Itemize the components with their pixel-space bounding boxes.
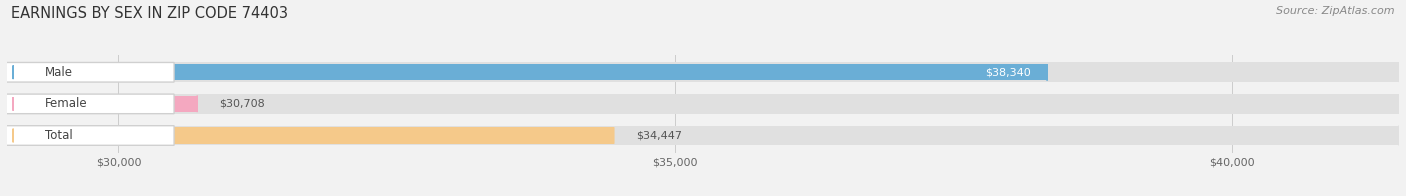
FancyBboxPatch shape (0, 63, 174, 82)
Text: Total: Total (45, 129, 73, 142)
Bar (7, 96, 197, 112)
FancyBboxPatch shape (0, 94, 174, 114)
Bar (7, 64, 1047, 81)
Bar (7, 127, 613, 144)
Bar (7, 94, 1399, 114)
Text: Source: ZipAtlas.com: Source: ZipAtlas.com (1277, 6, 1395, 16)
Text: EARNINGS BY SEX IN ZIP CODE 74403: EARNINGS BY SEX IN ZIP CODE 74403 (11, 6, 288, 21)
Text: Male: Male (45, 66, 73, 79)
Text: $38,340: $38,340 (984, 67, 1031, 77)
Bar (7, 63, 1399, 82)
Text: $30,708: $30,708 (219, 99, 266, 109)
Text: Female: Female (45, 97, 89, 110)
Bar (7, 126, 1399, 145)
Text: $34,447: $34,447 (636, 131, 682, 141)
FancyBboxPatch shape (0, 126, 174, 145)
